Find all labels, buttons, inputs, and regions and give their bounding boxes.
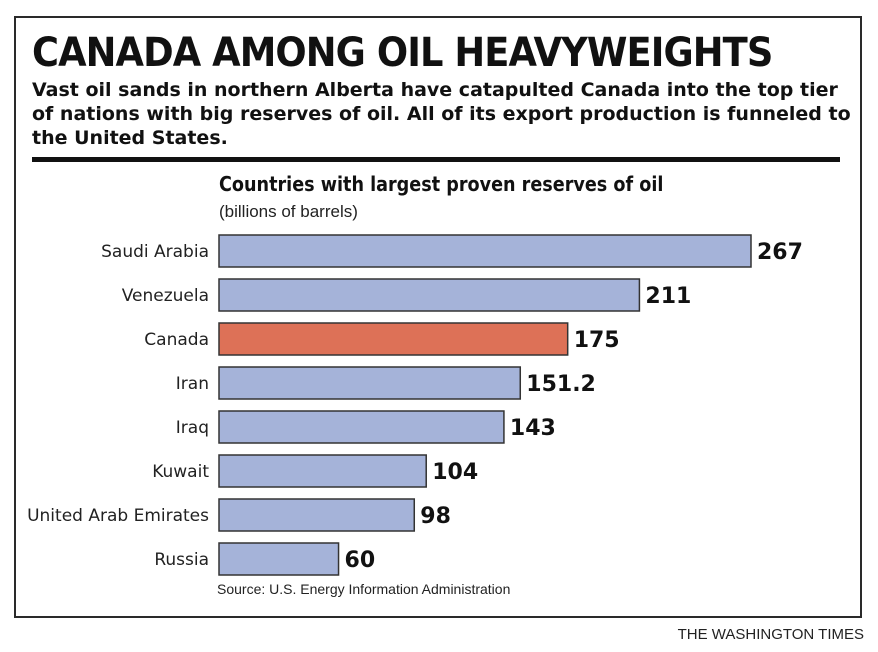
bar-iran — [218, 366, 522, 400]
value-label-kuwait: 104 — [432, 460, 478, 485]
category-label-saudi-arabia: Saudi Arabia — [101, 242, 209, 262]
bar-canada — [218, 322, 569, 356]
value-label-venezuela: 211 — [645, 284, 691, 309]
category-label-russia: Russia — [154, 550, 209, 570]
category-label-canada: Canada — [144, 330, 209, 350]
publisher-credit: THE WASHINGTON TIMES — [677, 626, 864, 643]
value-label-iran: 151.2 — [526, 372, 596, 397]
bar-saudi-arabia — [218, 234, 752, 268]
headline: CANADA AMONG OIL HEAVYWEIGHTS — [32, 30, 773, 76]
source-note: Source: U.S. Energy Information Administ… — [217, 581, 511, 597]
category-label-united-arab-emirates: United Arab Emirates — [27, 506, 209, 526]
category-label-iran: Iran — [176, 374, 209, 394]
bar-iraq — [218, 410, 505, 444]
bar-venezuela — [218, 278, 641, 312]
chart-units: (billions of barrels) — [219, 202, 358, 221]
deck-text: Vast oil sands in northern Alberta have … — [32, 79, 851, 149]
bar-kuwait — [218, 454, 427, 488]
category-label-kuwait: Kuwait — [152, 462, 209, 482]
bar-united-arab-emirates — [218, 498, 416, 532]
value-label-saudi-arabia: 267 — [757, 240, 803, 265]
divider-rule — [32, 157, 840, 162]
graphic-frame — [14, 16, 862, 618]
category-label-venezuela: Venezuela — [122, 286, 209, 306]
value-label-united-arab-emirates: 98 — [420, 504, 451, 529]
value-label-canada: 175 — [574, 328, 620, 353]
value-label-russia: 60 — [345, 548, 376, 573]
value-label-iraq: 143 — [510, 416, 556, 441]
bar-russia — [218, 542, 340, 576]
category-label-iraq: Iraq — [176, 418, 209, 438]
chart-title: Countries with largest proven reserves o… — [219, 172, 664, 196]
